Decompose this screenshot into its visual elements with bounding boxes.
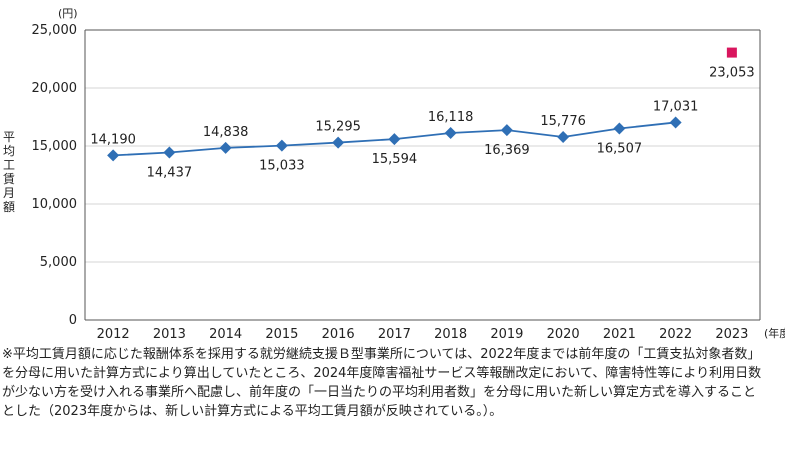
data-point (444, 127, 457, 140)
x-tick-label: 2016 (322, 327, 355, 340)
y-axis-title-char: 額 (2, 200, 15, 214)
y-axis-title: 平均工賃月額 (2, 130, 16, 214)
y-axis-title-char: 平 (2, 130, 15, 144)
y-axis-title-char: 月 (2, 186, 15, 200)
y-tick-label: 20,000 (32, 81, 78, 96)
x-tick-label: 2013 (153, 327, 186, 340)
data-point (500, 124, 513, 137)
data-label: 16,507 (597, 142, 643, 157)
y-unit-label: (円) (58, 7, 78, 20)
data-label: 15,594 (372, 152, 418, 167)
x-unit-label: (年度) (764, 326, 785, 340)
data-label: 14,437 (147, 166, 193, 181)
gridlines (85, 29, 760, 263)
data-point (613, 122, 626, 135)
x-tick-label: 2018 (434, 327, 467, 340)
data-point (669, 116, 682, 129)
data-label: 15,776 (540, 114, 586, 129)
data-point (332, 136, 345, 149)
y-tick-label: 5,000 (40, 255, 77, 270)
data-point (388, 133, 401, 146)
data-label: 23,053 (709, 66, 755, 81)
x-tick-label: 2019 (490, 327, 523, 340)
line-chart: 14,190 14,437 14,838 15,033 15,295 15,594 16,1… (32, 7, 785, 340)
tick-labels: 0 5,000 10,000 15,000 20,000 25,000 2012 2013 20… (32, 23, 749, 340)
axes (84, 29, 761, 321)
data-point (219, 141, 232, 154)
x-tick-label: 2017 (378, 327, 411, 340)
y-tick-label: 0 (69, 313, 77, 328)
data-point (726, 47, 737, 58)
data-point (275, 139, 288, 152)
data-label: 16,118 (428, 110, 474, 125)
footnote: ※平均工賃月額に応じた報酬体系を採用する就労継続支援Ｂ型事業所については、202… (2, 347, 762, 419)
data-labels: 14,190 14,437 14,838 15,033 15,295 15,594 16,1… (90, 66, 754, 181)
data-label: 15,295 (315, 120, 361, 135)
data-label: 14,838 (203, 125, 249, 140)
x-tick-label: 2015 (265, 327, 298, 340)
x-tick-label: 2014 (209, 327, 242, 340)
data-label: 16,369 (484, 143, 530, 158)
data-label: 14,190 (90, 132, 136, 147)
data-point (557, 130, 570, 143)
y-axis-title-char: 賃 (2, 172, 15, 186)
x-tick-label: 2021 (603, 327, 636, 340)
x-tick-label: 2012 (97, 327, 130, 340)
y-axis-title-char: 工 (2, 158, 15, 172)
data-point (107, 149, 120, 162)
x-tick-label: 2023 (715, 327, 748, 340)
data-point (163, 146, 176, 159)
y-tick-label: 10,000 (32, 197, 78, 212)
x-tick-label: 2020 (547, 327, 580, 340)
data-label: 17,031 (653, 99, 699, 114)
x-tick-label: 2022 (659, 327, 692, 340)
data-label: 15,033 (259, 159, 305, 174)
y-tick-label: 15,000 (32, 139, 78, 154)
y-axis-title-char: 均 (2, 144, 15, 158)
y-tick-label: 25,000 (32, 23, 78, 38)
data-markers (107, 47, 737, 162)
